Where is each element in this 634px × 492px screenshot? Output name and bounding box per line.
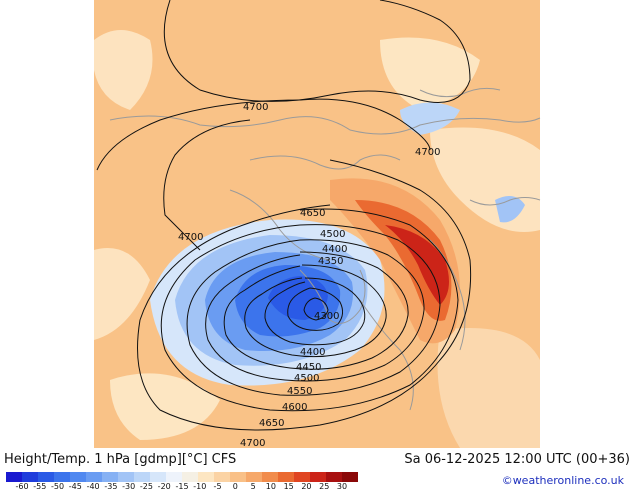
legend-tick-label: -5 [213,482,222,491]
contour-label: 4650 [300,208,325,219]
legend-tick-label: -15 [175,482,189,491]
legend-swatch [326,472,342,482]
legend-swatch [86,472,102,482]
legend-swatch [262,472,278,482]
legend-swatch [6,472,22,482]
legend-swatch [198,472,214,482]
contour-label: 4700 [240,438,265,448]
legend-tick-label: 0 [232,482,238,491]
contour-label: 4600 [282,402,307,413]
legend-tick-label: -55 [33,482,47,491]
legend-swatch [246,472,262,482]
contour-label: 4400 [300,347,325,358]
legend-tick-label: 10 [265,482,276,491]
legend-swatch [70,472,86,482]
legend-swatch [342,472,358,482]
legend-swatch [310,472,326,482]
legend-tick-label: 30 [336,482,348,491]
legend-tick-label: -45 [68,482,82,491]
valid-time: Sa 06-12-2025 12:00 UTC (00+36) [404,452,630,467]
legend-swatch [278,472,294,482]
legend-swatch [214,472,230,482]
legend-swatch [182,472,198,482]
legend-tick-label: 20 [301,482,312,491]
map-footer: Height/Temp. 1 hPa [gdmp][°C] CFS Sa 06-… [0,448,634,491]
contour-label: 4400 [322,244,347,255]
legend-tick-label: -30 [122,482,136,491]
legend-swatch [230,472,246,482]
contour-label: 4450 [296,362,321,373]
legend-tick-label: 15 [283,482,294,491]
legend-swatch [166,472,182,482]
credit-link[interactable]: ©weatheronline.co.uk [501,474,624,487]
legend-swatch [150,472,166,482]
legend-tick-label: -35 [104,482,118,491]
legend-swatch [294,472,310,482]
contour-labels: 4700 4700 4700 4650 4500 4400 4350 4300 … [178,102,440,448]
legend-tick-label: 5 [250,482,256,491]
contour-label: 4500 [320,229,345,240]
legend-swatch [54,472,70,482]
legend-swatch [22,472,38,482]
legend-tick-label: 25 [319,482,330,491]
contour-label: 4350 [318,256,343,267]
contour-label: 4300 [314,311,339,322]
legend-tick-label: -20 [157,482,171,491]
legend-tick-label: -10 [193,482,207,491]
legend-tick-label: -40 [86,482,100,491]
legend-ticks: -60 -55 -50 -45 -40 -35 -30 -25 -20 -15 -10 -5 0 5 10 1… [6,482,366,492]
contour-label: 4550 [287,386,312,397]
contour-label: 4700 [415,147,440,158]
legend-swatch [134,472,150,482]
contour-label: 4650 [259,418,284,429]
contour-label: 4500 [294,373,319,384]
contour-label: 4700 [243,102,268,113]
map-title: Height/Temp. 1 hPa [gdmp][°C] CFS [4,452,237,467]
weather-map: 4700 4700 4700 4650 4500 4400 4350 4300 … [94,0,541,448]
legend-swatch [102,472,118,482]
height-contours [96,0,472,431]
color-legend: -60 -55 -50 -45 -40 -35 -30 -25 -20 -15 -10 -5 0 5 10 1… [6,472,360,491]
legend-tick-label: -50 [51,482,65,491]
legend-tick-label: -25 [139,482,153,491]
legend-bar [6,472,358,482]
contour-label: 4700 [178,232,203,243]
legend-tick-label: -60 [15,482,29,491]
legend-swatch [118,472,134,482]
legend-swatch [38,472,54,482]
